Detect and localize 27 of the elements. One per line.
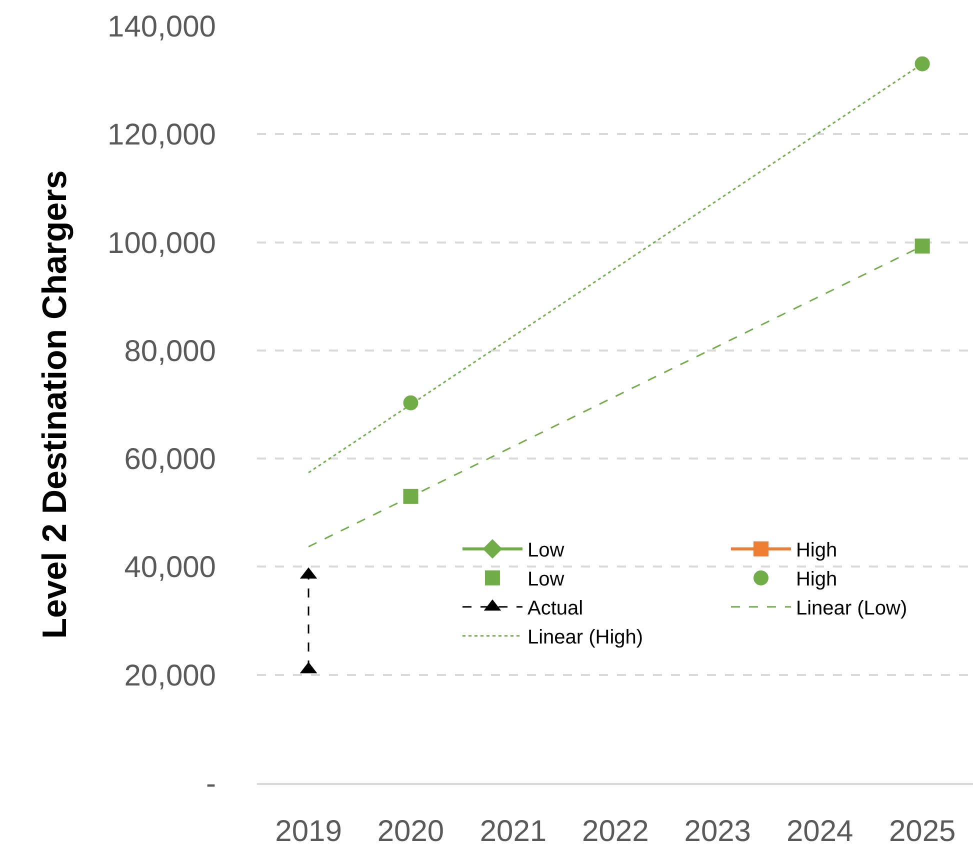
x-tick-label: 2021 xyxy=(480,814,547,848)
y-tick-label: 20,000 xyxy=(124,659,216,692)
x-tick-label: 2024 xyxy=(786,814,854,848)
y-axis-title: Level 2 Destination Chargers xyxy=(36,170,74,639)
y-tick-label: 60,000 xyxy=(124,443,216,476)
legend-label: Low xyxy=(527,540,565,562)
legend-label: Low xyxy=(527,568,565,591)
point xyxy=(403,395,418,410)
x-tick-label: 2019 xyxy=(275,814,342,848)
x-tick-label: 2025 xyxy=(888,814,956,848)
legend-label: High xyxy=(796,540,838,562)
y-tick-label: 120,000 xyxy=(108,118,216,152)
point xyxy=(914,56,930,72)
y-tick-label: 40,000 xyxy=(124,551,216,584)
y-tick-label: 100,000 xyxy=(108,226,216,260)
y-tick-label: 140,000 xyxy=(108,10,216,44)
point xyxy=(914,238,930,254)
y-tick-label: - xyxy=(206,768,216,800)
legend-label: Linear (Low) xyxy=(796,598,908,620)
x-tick-label: 2022 xyxy=(582,814,649,848)
point xyxy=(403,488,418,504)
y-tick-label: 80,000 xyxy=(124,334,216,368)
x-tick-label: 2020 xyxy=(377,814,444,848)
x-tick-label: 2023 xyxy=(684,814,752,848)
legend-label: Actual xyxy=(527,598,584,620)
legend-label: Linear (High) xyxy=(527,626,644,649)
legend-label: High xyxy=(796,568,838,591)
